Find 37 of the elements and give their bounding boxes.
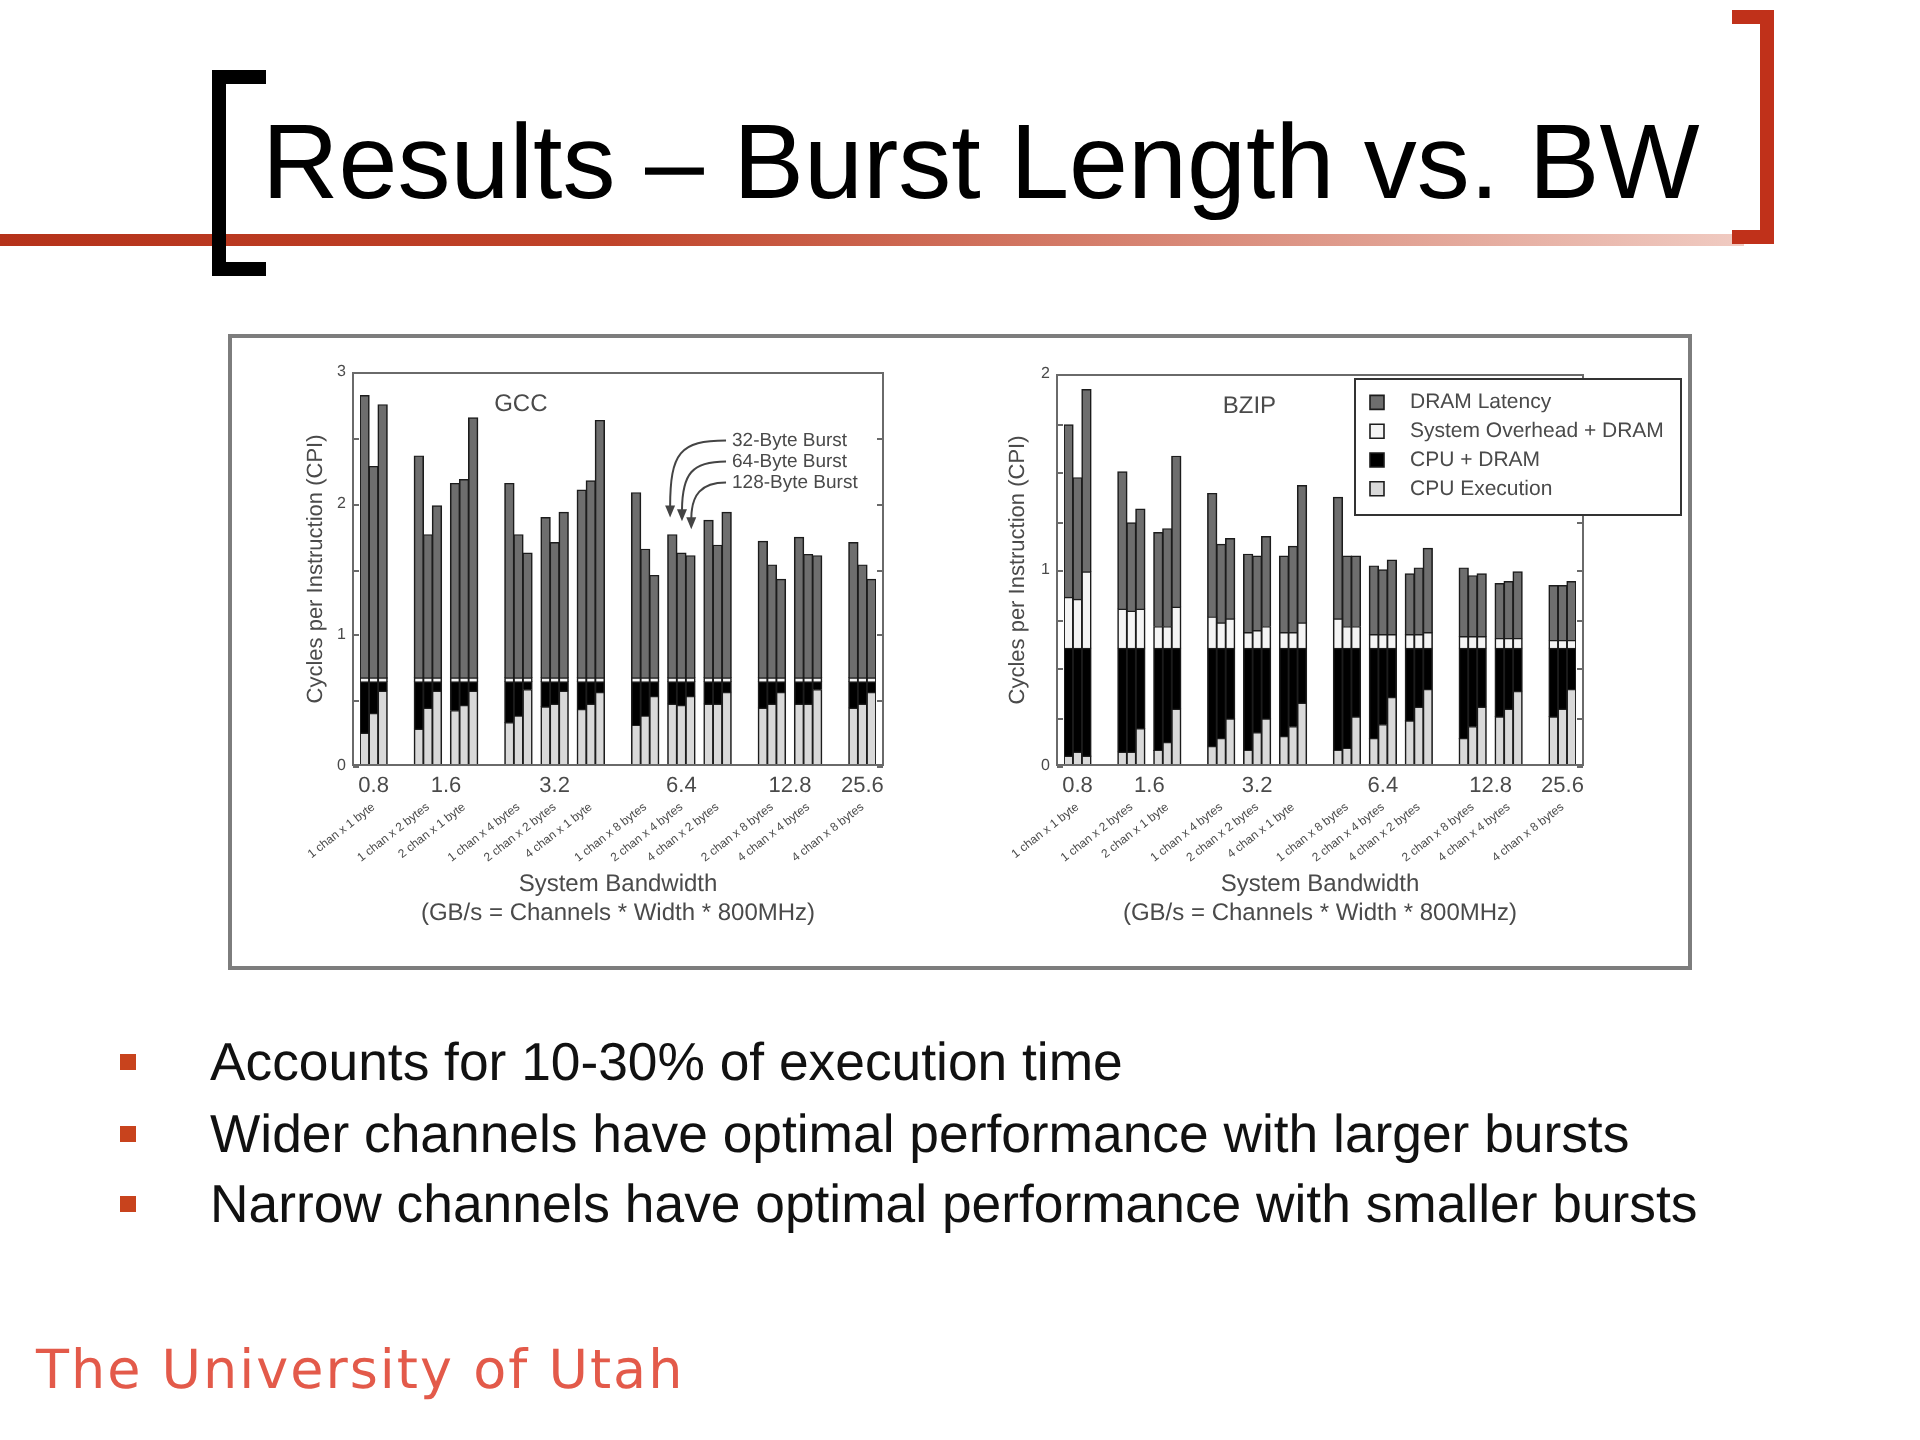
y-tick-label: 0 [337, 756, 348, 775]
text: 1.6 [430, 774, 462, 799]
text: 6.4 [666, 774, 697, 799]
text: The University of Utah [36, 1340, 685, 1404]
legend-label: CPU Execution [1410, 476, 1553, 501]
text: 0.8 [1062, 774, 1093, 799]
text: 6.4 [1367, 774, 1399, 799]
text: 0.8 [358, 774, 389, 799]
y-tick-label: 3 [337, 362, 348, 381]
annotation: 128-Byte Burst [732, 471, 859, 494]
text: 3.2 [539, 774, 570, 799]
y-tick-label: 1 [337, 625, 348, 644]
legend-label: DRAM Latency [1410, 390, 1553, 415]
annotation: 32-Byte Burst [732, 429, 848, 452]
annotation: 64-Byte Burst [732, 450, 848, 473]
text: 12.8 [1469, 774, 1513, 799]
text: 25.6 [841, 774, 884, 799]
y-axis-title: Cycles per Instruction (CPI) [304, 434, 329, 704]
text: Narrow channels have optimal performance with smaller bursts [210, 1172, 1698, 1236]
text: BZIP [1222, 390, 1277, 419]
text: 25.6 [1541, 774, 1584, 799]
text: Results – Burst Length vs. BW [262, 102, 1700, 224]
text: Wider channels have optimal performance with larger bursts [210, 1101, 1630, 1165]
text: 3.2 [1241, 774, 1273, 799]
y-tick-label: 2 [337, 493, 348, 512]
y-tick-label: 2 [1041, 364, 1052, 383]
x-axis-title: System Bandwidth (GB/s = Channels * Width * 800MHz) [1122, 869, 1518, 927]
text: 12.8 [768, 774, 812, 799]
text: 1.6 [1134, 774, 1165, 799]
text: GCC [494, 388, 549, 417]
y-tick-label: 0 [1041, 756, 1052, 775]
legend-label: System Overhead + DRAM [1410, 418, 1664, 443]
y-axis-title: Cycles per Instruction (CPI) [1006, 435, 1031, 705]
y-tick-label: 1 [1041, 560, 1052, 579]
legend-label: CPU + DRAM [1410, 447, 1541, 472]
text: Accounts for 10-30% of execution time [210, 1030, 1123, 1094]
x-axis-title: System Bandwidth (GB/s = Channels * Width * 800MHz) [420, 869, 816, 927]
